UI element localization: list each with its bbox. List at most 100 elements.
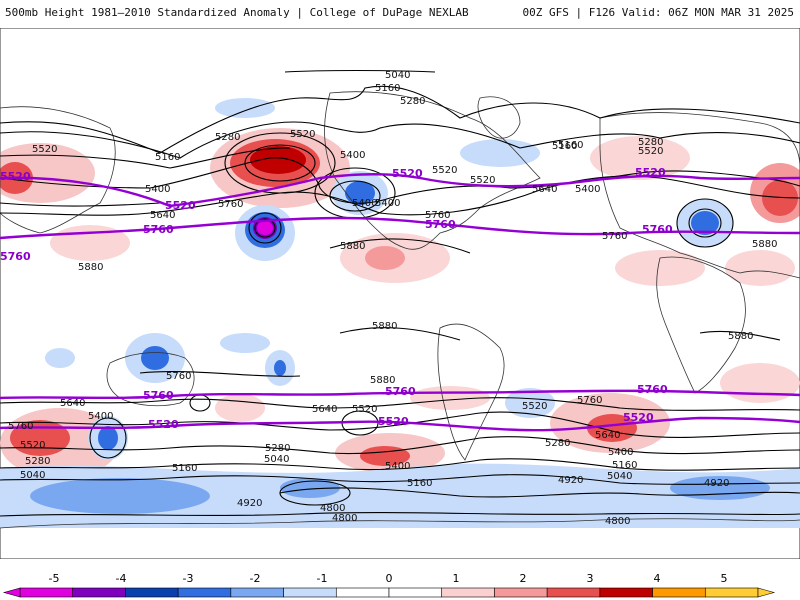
colorbar-max-arrow <box>757 587 776 598</box>
colorbar-label: -1 <box>317 572 328 585</box>
contour-5520 <box>0 147 291 169</box>
closed-low-contour <box>89 417 127 459</box>
contour-label: 5400 <box>88 411 113 422</box>
negative-anomaly <box>141 346 169 370</box>
contour-5760-s <box>139 371 301 377</box>
contour-label: 5760 <box>577 395 602 406</box>
australia-coast <box>106 352 195 407</box>
contour-label: 5040 <box>264 454 289 465</box>
closed-low-contour <box>688 208 722 238</box>
contour-label: 5640 <box>595 430 620 441</box>
colorbar-swatch <box>546 587 601 598</box>
highlight-contour-5760-sh <box>0 389 800 400</box>
greenland-coast <box>477 96 521 139</box>
contour-5040-s <box>0 474 800 485</box>
contour-label: 5760 <box>8 421 33 432</box>
colorbar-label: -2 <box>250 572 261 585</box>
contour-label: 5640 <box>532 184 557 195</box>
contour-label: 5280 <box>25 456 50 467</box>
height-contours <box>0 69 800 517</box>
colorbar-label: 0 <box>386 572 393 585</box>
colorbar-label: 2 <box>520 572 527 585</box>
anomaly-colorbar: -5 -4 -3 -2 -1 0 1 2 3 4 5 <box>2 572 776 598</box>
highlight-contours <box>0 173 800 432</box>
contour-label: 5520 <box>522 401 547 412</box>
colorbar-label: 5 <box>721 572 728 585</box>
eurasia-coast <box>599 112 800 279</box>
positive-anomaly <box>215 394 265 422</box>
highlight-contour-5760-nh <box>0 216 800 240</box>
contour-5160 <box>0 85 800 154</box>
contour-label: 5400 <box>575 184 600 195</box>
highlight-contour-5520-sh <box>0 416 800 432</box>
highlight-label: 5760 <box>642 223 673 236</box>
highlight-label: 5520 <box>378 415 409 428</box>
north-america-coast <box>324 91 541 250</box>
contour-label: 5520 <box>432 165 457 176</box>
positive-anomaly <box>615 250 705 286</box>
map-title: 500mb Height 1981–2010 Standardized Anom… <box>5 6 469 19</box>
positive-anomaly <box>725 250 795 286</box>
contour-label: 5640 <box>150 210 175 221</box>
contour-label: 5400 <box>608 447 633 458</box>
colorbar-swatch <box>19 587 74 598</box>
negative-anomaly <box>274 360 286 376</box>
highlight-label: 5760 <box>425 218 456 231</box>
anomaly-map: 5040 5160 5280 5520 5160 5400 5640 5760 … <box>0 28 800 559</box>
colorbar-labels: -5 -4 -3 -2 -1 0 1 2 3 4 5 <box>49 572 728 585</box>
negative-anomaly <box>505 388 555 418</box>
colorbar-label: 4 <box>654 572 661 585</box>
contour-label: 5520 <box>638 146 663 157</box>
contour-5040 <box>284 69 436 73</box>
contour-label: 5640 <box>60 398 85 409</box>
colorbar-swatch <box>72 587 126 598</box>
contour-label: 4800 <box>605 516 630 527</box>
contour-label: 5880 <box>728 331 753 342</box>
contour-4920 <box>279 487 800 498</box>
contour-5760-a <box>0 202 161 207</box>
negative-anomaly <box>98 426 118 450</box>
highlight-label: 5520 <box>148 418 179 431</box>
contour-5160-s <box>0 458 800 471</box>
negative-anomaly <box>691 211 719 235</box>
colorbar-swatch <box>704 587 759 598</box>
contour-5400-s <box>0 411 800 438</box>
highlight-label: 5520 <box>0 170 31 183</box>
contour-label: 5040 <box>385 70 410 81</box>
contour-5280-s <box>0 436 800 455</box>
contour-label: 5880 <box>752 239 777 250</box>
contour-label: 4920 <box>237 498 262 509</box>
contour-label: 5280 <box>638 137 663 148</box>
contour-label: 5880 <box>78 262 103 273</box>
positive-anomaly <box>590 136 690 180</box>
colorbar-swatch <box>388 587 443 598</box>
highlight-labels: 5520 5760 5520 5760 5520 5760 5760 5760 … <box>0 166 673 431</box>
contour-label: 5160 <box>407 478 432 489</box>
south-america-coast <box>437 323 505 461</box>
negative-anomaly <box>30 478 210 514</box>
highlight-label: 5760 <box>637 383 668 396</box>
closed-low-contour <box>676 198 734 248</box>
contour-label: 5880 <box>372 321 397 332</box>
highlight-contour-5520-nh <box>0 173 800 208</box>
contour-label: 5280 <box>545 438 570 449</box>
contour-5880 <box>329 238 471 254</box>
contour-label: 5880 <box>370 375 395 386</box>
closed-low-contour <box>248 212 282 244</box>
contour-label: 5520 <box>470 175 495 186</box>
colorbar-min-arrow <box>2 587 21 598</box>
coastlines <box>0 91 800 529</box>
contour-label: 5280 <box>265 443 290 454</box>
contour-5400 <box>0 157 800 204</box>
colorbar-label: 1 <box>453 572 460 585</box>
contour-label: 5760 <box>425 210 450 221</box>
colorbar-swatches <box>2 587 776 598</box>
negative-anomaly <box>670 476 770 500</box>
africa-coast <box>656 256 746 394</box>
negative-anomaly <box>460 139 540 167</box>
contour-label: 5520 <box>20 440 45 451</box>
contour-label: 5520 <box>32 144 57 155</box>
highlight-label: 5760 <box>385 385 416 398</box>
contour-label: 5520 <box>352 404 377 415</box>
contour-5880-b <box>339 327 461 341</box>
